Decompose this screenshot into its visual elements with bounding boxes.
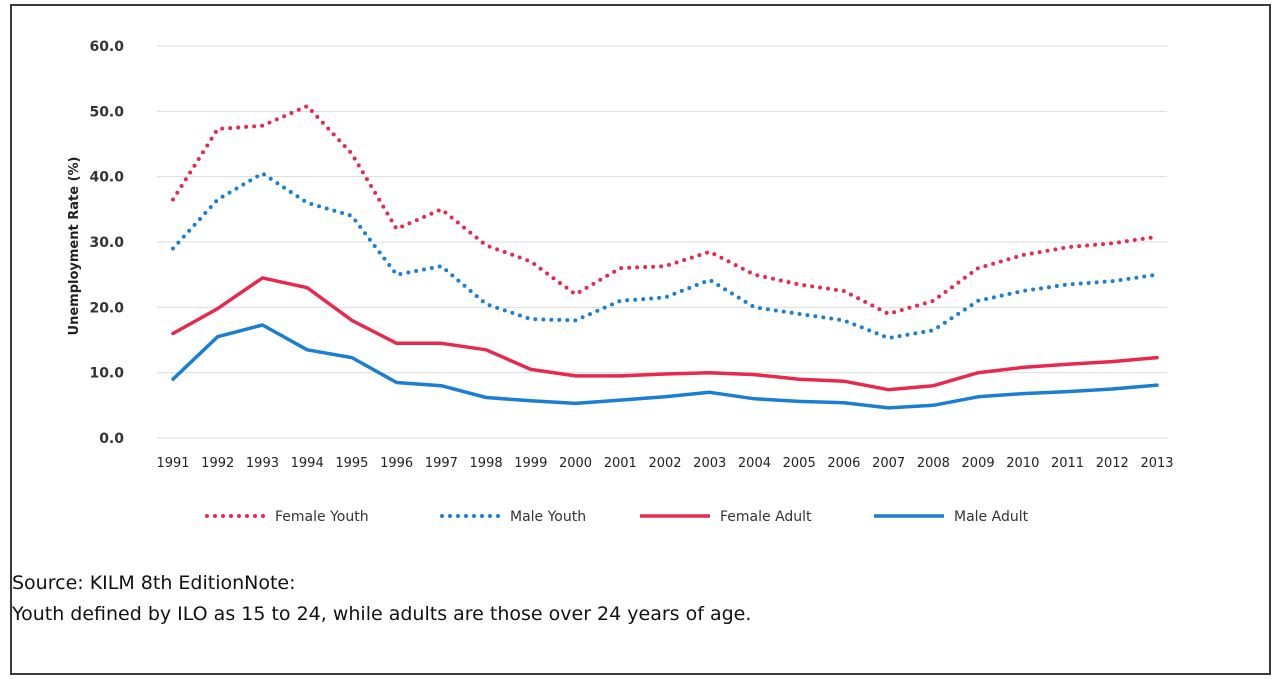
x-tick-label: 2000 [559, 456, 592, 471]
y-tick-label: 30.0 [89, 235, 124, 251]
y-tick-label: 20.0 [89, 300, 124, 316]
y-tick-label: 60.0 [89, 39, 124, 55]
series-line-female-youth [171, 104, 1159, 316]
source-note: Source: KILM 8th EditionNote: [12, 572, 296, 594]
legend-label: Male Youth [510, 509, 586, 525]
x-tick-label: 2002 [648, 456, 681, 471]
x-tick-label: 1996 [380, 456, 413, 471]
series-lines [171, 104, 1159, 410]
x-tick-label: 1998 [470, 456, 503, 471]
grid-lines [157, 45, 1167, 439]
unemployment-line-chart: 0.0 10.0 20.0 30.0 40.0 50.0 60.0 1991 1992 1993… [67, 39, 1174, 525]
x-tick-label: 2013 [1140, 456, 1173, 471]
x-tick-label: 2010 [1006, 456, 1039, 471]
y-tick-label: 0.0 [99, 431, 124, 447]
x-tick-label: 1991 [156, 456, 189, 471]
x-tick-label: 1997 [425, 456, 458, 471]
legend-label: Male Adult [954, 509, 1029, 525]
x-tick-label: 2001 [604, 456, 637, 471]
y-tick-label: 50.0 [89, 104, 124, 120]
x-tick-label: 2004 [738, 456, 771, 471]
x-tick-label: 1992 [201, 456, 234, 471]
series-line-male-youth [171, 171, 1159, 340]
series-line-male-adult [171, 323, 1159, 410]
youth-definition-note: Youth defined by ILO as 15 to 24, while … [12, 603, 752, 625]
x-tick-label: 2006 [827, 456, 860, 471]
x-tick-label: 1995 [335, 456, 368, 471]
legend: Female Youth Male Youth Female Adult Male A… [205, 509, 1029, 525]
legend-label: Female Youth [275, 509, 369, 525]
x-tick-label: 2007 [872, 456, 905, 471]
figure-frame: 0.0 10.0 20.0 30.0 40.0 50.0 60.0 1991 1992 1993… [10, 4, 1271, 675]
x-axis-ticks: 1991 1992 1993 1994 1995 1996 1997 1998 1999 2000… [156, 456, 1173, 471]
y-axis-label: Unemployment Rate (%) [67, 157, 82, 336]
x-tick-label: 2009 [962, 456, 995, 471]
y-axis-ticks: 0.0 10.0 20.0 30.0 40.0 50.0 60.0 [89, 39, 124, 447]
x-tick-label: 1999 [514, 456, 547, 471]
x-tick-label: 2005 [783, 456, 816, 471]
legend-label: Female Adult [720, 509, 812, 525]
x-tick-label: 1993 [246, 456, 279, 471]
x-tick-label: 2011 [1051, 456, 1084, 471]
x-tick-label: 1994 [291, 456, 324, 471]
y-tick-label: 40.0 [89, 170, 124, 186]
x-tick-label: 2003 [693, 456, 726, 471]
y-tick-label: 10.0 [89, 366, 124, 382]
x-tick-label: 2008 [917, 456, 950, 471]
series-line-female-adult [171, 276, 1159, 392]
x-tick-label: 2012 [1096, 456, 1129, 471]
